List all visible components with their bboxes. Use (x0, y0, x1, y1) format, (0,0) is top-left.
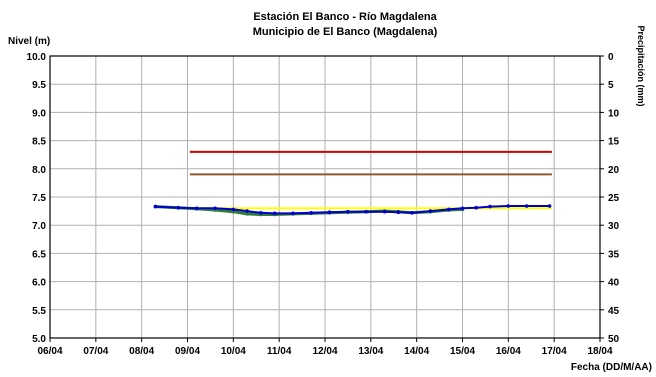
series-point (506, 204, 511, 208)
y-tick-label: 5.0 (32, 334, 46, 345)
series-point (410, 210, 414, 215)
series-point (364, 209, 369, 214)
x-tick-label: 09/04 (175, 346, 200, 357)
x-tick-label: 08/04 (129, 346, 154, 357)
series-point (213, 206, 217, 211)
y2-tick-label: 0 (608, 52, 614, 63)
x-axis-label: Fecha (DD/M/AA) (571, 362, 652, 373)
x-tick-label: 17/04 (542, 346, 567, 357)
y2-tick-label: 45 (608, 306, 620, 317)
series-point (231, 207, 236, 212)
series-line (155, 205, 550, 215)
x-tick-label: 13/04 (358, 346, 383, 357)
y2-tick-label: 5 (608, 80, 614, 91)
y2-axis-label: Precipitación (mm) (636, 25, 646, 106)
x-tick-label: 18/04 (587, 346, 612, 357)
series-lines (153, 150, 552, 217)
y-tick-label: 8.0 (32, 165, 46, 176)
series-point (346, 209, 350, 214)
y-tick-label: 7.5 (32, 193, 46, 204)
series-point (460, 206, 465, 211)
series-point (176, 205, 181, 210)
axis-ticks: 5.0 5.5 6.0 6.5 7.0 7.5 8.0 8.5 9.0 9.5 10.0 0 5 10 15… (27, 52, 620, 357)
y-tick-label: 9.0 (32, 108, 46, 119)
series-point (396, 210, 401, 215)
series-point (488, 204, 492, 209)
series-point (327, 210, 332, 215)
y-tick-label: 6.5 (32, 249, 46, 260)
y2-tick-label: 15 (608, 137, 620, 148)
series-point (272, 211, 277, 216)
series-point (259, 210, 263, 215)
series-point (446, 207, 451, 212)
series-point (245, 212, 249, 216)
series-point (474, 205, 479, 210)
series-point (524, 204, 529, 208)
y-axis-label: Nivel (m) (8, 36, 50, 47)
series-point (382, 209, 387, 214)
series-point (245, 209, 249, 213)
y2-tick-label: 35 (608, 249, 620, 260)
series-point (309, 210, 314, 215)
y2-tick-label: 20 (608, 165, 620, 176)
series-point (153, 204, 158, 209)
x-tick-label: 11/04 (267, 346, 292, 357)
x-tick-label: 07/04 (83, 346, 108, 357)
y2-tick-label: 30 (608, 221, 620, 232)
y-tick-label: 7.0 (32, 221, 46, 232)
grid-lines (49, 55, 601, 339)
y2-tick-label: 10 (608, 108, 620, 119)
chart-title: Estación El Banco - Río Magdalena (253, 11, 437, 23)
y-tick-label: 9.5 (32, 80, 46, 91)
y-tick-label: 8.5 (32, 137, 46, 148)
y-tick-label: 10.0 (27, 52, 47, 63)
x-tick-label: 10/04 (221, 346, 246, 357)
series-point (291, 211, 295, 216)
x-tick-label: 15/04 (450, 346, 475, 357)
y-tick-label: 6.0 (32, 278, 46, 289)
y2-tick-label: 40 (608, 278, 620, 289)
y2-tick-label: 25 (608, 193, 620, 204)
y2-tick-label: 50 (608, 334, 620, 345)
x-tick-label: 16/04 (496, 346, 521, 357)
chart-subtitle: Municipio de El Banco (Magdalena) (253, 26, 438, 38)
x-tick-label: 06/04 (37, 346, 62, 357)
series-point (428, 209, 433, 213)
series-point (547, 204, 552, 208)
x-tick-label: 12/04 (312, 346, 337, 357)
y2-axis-label-text: Precipitación (mm) (636, 25, 646, 106)
series-point (194, 206, 199, 211)
x-tick-label: 14/04 (404, 346, 429, 357)
y-tick-label: 5.5 (32, 306, 46, 317)
